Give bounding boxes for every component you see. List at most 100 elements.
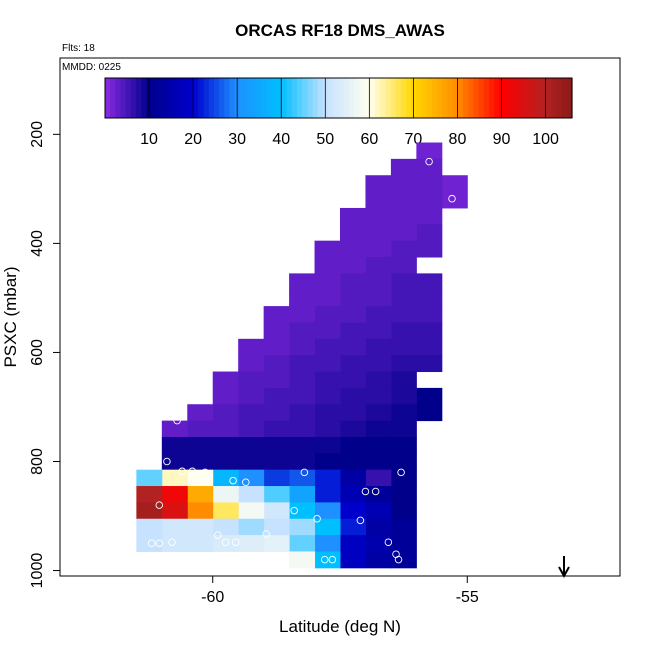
sample-point bbox=[221, 538, 230, 546]
colorbar-segment bbox=[296, 78, 303, 118]
flights-label: Flts: 18 bbox=[62, 43, 95, 54]
colorbar-tick-label: 10 bbox=[140, 131, 158, 148]
x-axis-label: Latitude (deg N) bbox=[279, 617, 401, 636]
colorbar-segment bbox=[203, 78, 210, 118]
sample-point bbox=[425, 157, 433, 166]
heatmap-cell bbox=[289, 486, 316, 503]
heatmap-cell bbox=[187, 502, 214, 520]
heatmap-cell bbox=[187, 469, 214, 487]
heatmap-cell bbox=[314, 502, 341, 520]
heatmap-cell bbox=[365, 306, 392, 323]
chart-title: ORCAS RF18 DMS_AWAS bbox=[235, 21, 445, 40]
heatmap-cell bbox=[416, 289, 443, 307]
colorbar-segment bbox=[447, 78, 454, 118]
colorbar-tick-labels: 10 20 30 40 50 60 70 80 90 100 bbox=[140, 131, 559, 148]
heatmap-cell bbox=[340, 387, 366, 405]
heatmap-cell bbox=[161, 420, 188, 438]
heatmap-cell bbox=[289, 338, 316, 356]
heatmap-cell bbox=[314, 387, 341, 405]
colorbar-segment bbox=[105, 78, 111, 118]
heatmap-cell bbox=[416, 273, 443, 291]
colorbar-segment bbox=[130, 78, 137, 118]
colorbar-segment bbox=[338, 78, 345, 118]
colorbar-segment bbox=[141, 78, 148, 118]
heatmap-cell bbox=[212, 502, 239, 520]
heatmap-cell bbox=[365, 257, 392, 274]
heatmap-cell bbox=[416, 224, 443, 242]
sample-point bbox=[384, 538, 393, 546]
sample-point bbox=[198, 475, 207, 484]
heatmap-cell bbox=[390, 306, 417, 323]
heatmap-cell bbox=[416, 306, 443, 323]
heatmap-cell bbox=[212, 387, 239, 405]
heatmap-cell bbox=[161, 502, 188, 520]
sample-point bbox=[178, 467, 186, 476]
heatmap-cell bbox=[340, 469, 366, 487]
colorbar-segment bbox=[276, 78, 283, 118]
colorbar-segment bbox=[348, 78, 355, 118]
colorbar-tick-label: 50 bbox=[316, 131, 334, 148]
sample-point bbox=[356, 516, 365, 525]
heatmap-cell bbox=[365, 191, 392, 209]
colorbar-segment bbox=[483, 78, 490, 118]
y-tick-label: 400 bbox=[29, 230, 46, 257]
colorbar bbox=[104, 77, 573, 119]
heatmap-cell bbox=[314, 518, 341, 536]
heatmap-cell bbox=[390, 338, 417, 356]
heatmap-cell bbox=[365, 224, 392, 242]
heatmap-cell bbox=[238, 404, 265, 422]
heatmap-cell bbox=[289, 436, 316, 454]
sample-point bbox=[313, 514, 321, 523]
date-label: MMDD: 0225 bbox=[62, 62, 121, 73]
heatmap-cell bbox=[390, 535, 417, 552]
heatmap-cell bbox=[212, 404, 239, 422]
heatmap-cell bbox=[289, 551, 316, 569]
heatmap-cell bbox=[390, 273, 417, 291]
heatmap-cell bbox=[365, 551, 392, 569]
heatmap-cell bbox=[212, 535, 239, 552]
colorbar-tick-label: 80 bbox=[449, 131, 467, 148]
heatmap-cell bbox=[365, 518, 392, 536]
colorbar-segment bbox=[426, 78, 433, 118]
heatmap-cell bbox=[390, 453, 417, 471]
heatmap-cell bbox=[340, 486, 366, 503]
heatmap-cell bbox=[390, 387, 417, 405]
colorbar-tick-label: 40 bbox=[272, 131, 290, 148]
heatmap-cell bbox=[340, 207, 366, 225]
colorbar-segment bbox=[359, 78, 366, 118]
colorbar-segment bbox=[561, 78, 568, 118]
heatmap-cell bbox=[314, 273, 341, 291]
colorbar-segment bbox=[369, 78, 376, 118]
heatmap-cell bbox=[212, 518, 239, 536]
heatmap-cell bbox=[416, 191, 443, 209]
heatmap-cell bbox=[390, 191, 417, 209]
heatmap-cell bbox=[136, 535, 163, 552]
colorbar-segment bbox=[400, 78, 407, 118]
heatmap-cell bbox=[161, 469, 188, 487]
sample-point bbox=[188, 467, 197, 476]
heatmap-cell bbox=[390, 207, 417, 225]
sample-points bbox=[147, 157, 456, 564]
colorbar-segment bbox=[520, 78, 526, 118]
sample-point bbox=[147, 539, 156, 548]
heatmap-cell bbox=[340, 420, 366, 438]
sample-point bbox=[448, 194, 456, 203]
sample-point bbox=[155, 501, 164, 509]
heatmap-cell bbox=[263, 535, 290, 552]
colorbar-segment bbox=[172, 78, 179, 118]
colorbar-segment bbox=[307, 78, 314, 118]
x-tick-label: -55 bbox=[456, 589, 479, 606]
sample-point bbox=[361, 487, 370, 496]
colorbar-segment bbox=[463, 78, 469, 118]
colorbar-segment bbox=[317, 78, 324, 118]
heatmap-cell bbox=[314, 436, 341, 454]
colorbar-tick-label: 30 bbox=[228, 131, 246, 148]
heatmap-cell bbox=[289, 289, 316, 307]
colorbar-tick-label: 90 bbox=[493, 131, 511, 148]
heatmap-cell bbox=[340, 404, 366, 422]
colorbar-segment bbox=[213, 78, 220, 118]
sample-point bbox=[371, 487, 380, 496]
sample-point bbox=[155, 539, 164, 548]
heatmap-cell bbox=[289, 502, 316, 520]
heatmap-cell bbox=[340, 551, 366, 569]
